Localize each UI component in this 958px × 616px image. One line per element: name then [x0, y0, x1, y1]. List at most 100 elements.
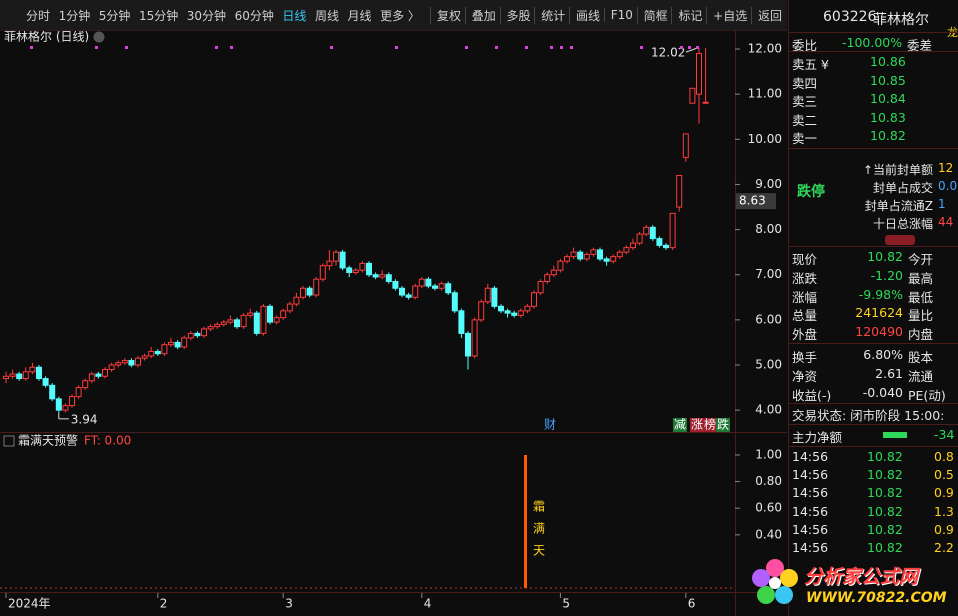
- signal-dot: [125, 46, 128, 49]
- candle-body: [630, 242, 636, 249]
- candle-body: [207, 326, 214, 330]
- signal-dot: [570, 46, 573, 49]
- candle-body: [498, 305, 504, 312]
- toolbar-button[interactable]: 更多 〉: [380, 8, 420, 23]
- toolbar-button[interactable]: 1分钟: [58, 8, 91, 23]
- candle-body: [339, 251, 346, 269]
- indicator-icon[interactable]: [3, 435, 15, 447]
- logo-url: WWW.70822.COM: [806, 590, 947, 606]
- dropdown-icon[interactable]: [93, 31, 105, 43]
- candle-body: [564, 256, 570, 262]
- candle-body: [603, 258, 610, 262]
- toolbar-button[interactable]: 叠加: [464, 6, 496, 24]
- event-badge: [716, 418, 730, 432]
- candle-body: [590, 249, 597, 255]
- toolbar-button[interactable]: F10: [603, 8, 633, 22]
- toolbar-button[interactable]: 60分钟: [234, 8, 274, 23]
- candle-body: [280, 310, 287, 319]
- candle-body: [531, 292, 537, 307]
- candle-body: [174, 341, 181, 348]
- candle-body: [504, 310, 511, 314]
- toolbar-button[interactable]: 月线: [347, 8, 372, 23]
- stat-label: 涨跌: [792, 270, 818, 286]
- chart-bg: [0, 0, 787, 616]
- candle-body: [16, 373, 23, 380]
- toolbar-button[interactable]: 返回: [750, 6, 782, 24]
- ask-label: 卖三: [792, 94, 818, 110]
- ask-price: 10.82: [870, 128, 906, 144]
- logo: 分析家公式网 WWW.70822.COM: [748, 556, 954, 612]
- trade-state: 交易状态: 闭市阶段 15:00:: [792, 408, 945, 423]
- candle-body: [22, 371, 29, 380]
- cursor-price-box: [736, 193, 776, 210]
- candle-body: [471, 319, 478, 357]
- candle-body: [682, 133, 689, 158]
- toolbar-button[interactable]: 画线: [569, 6, 600, 24]
- y-tick-label: 5.00: [755, 358, 782, 372]
- candle-body: [399, 287, 405, 296]
- logo-name: 分析家公式网: [804, 566, 919, 588]
- candle-body: [544, 274, 551, 282]
- signal-dot: [640, 46, 643, 49]
- toolbar-button[interactable]: 30分钟: [186, 8, 227, 23]
- toolbar-button[interactable]: 分时: [26, 8, 51, 23]
- toolbar-button[interactable]: 15分钟: [138, 8, 179, 23]
- candle-body: [438, 283, 445, 289]
- candle-body: [42, 378, 49, 386]
- trade-price: 10.82: [867, 467, 903, 483]
- trade-time: 14:56: [792, 521, 829, 537]
- candle-body: [643, 226, 650, 235]
- candle-body: [194, 332, 201, 337]
- ask-label: 卖五 ¥: [792, 57, 829, 72]
- x-tick-label: 4: [424, 597, 432, 611]
- expand-button[interactable]: [885, 235, 915, 245]
- candle-body: [313, 278, 320, 296]
- toolbar-button[interactable]: 日线: [282, 8, 307, 23]
- candle-body: [623, 247, 630, 253]
- candle-body: [491, 287, 498, 307]
- candle-body: [352, 269, 359, 273]
- candle-body: [141, 355, 148, 359]
- candle-body: [636, 233, 643, 244]
- toolbar-button[interactable]: 多股: [499, 6, 531, 24]
- toolbar-button[interactable]: 周线: [314, 8, 339, 23]
- toolbar-button[interactable]: 标记: [671, 6, 702, 24]
- candle-body: [181, 337, 188, 348]
- event-marker: 财: [544, 418, 556, 432]
- signal-dot: [395, 46, 398, 49]
- candle-body: [286, 303, 293, 312]
- event-marker: 跌: [717, 417, 729, 432]
- logo-petal: [780, 569, 798, 587]
- candle-body: [29, 366, 36, 373]
- ask-label: 卖四: [792, 75, 818, 91]
- stat-label: 收益(-): [792, 387, 832, 403]
- candle-body: [458, 310, 465, 334]
- candle-body: [478, 301, 485, 321]
- x-tick-label: 2: [160, 597, 168, 611]
- logo-petal: [757, 586, 775, 604]
- candle-body: [121, 359, 128, 364]
- chart: 菲林格尔 (日线) 霜满天预警 FT: 0.00 4.00 5.00 6.00 7.0…: [0, 0, 787, 616]
- candle-body: [3, 375, 9, 380]
- toolbar-button[interactable]: 简框: [636, 6, 668, 24]
- candle-body: [550, 269, 557, 276]
- trade-volume: 0.9: [934, 521, 954, 537]
- candle-body: [95, 373, 102, 377]
- logo-petal: [775, 586, 793, 604]
- signal-dot: [465, 46, 468, 49]
- event-badge: [703, 418, 717, 432]
- toolbar-button[interactable]: 统计: [534, 6, 565, 24]
- toolbar-button[interactable]: 复权: [430, 6, 461, 24]
- candle-body: [517, 310, 524, 316]
- y-tick-label: 6.00: [755, 312, 782, 326]
- candle-body: [319, 265, 326, 280]
- toolbar-button[interactable]: 5分钟: [98, 8, 131, 23]
- trade-time: 14:56: [792, 503, 829, 519]
- high-pointer: [685, 47, 698, 53]
- toolbar-button[interactable]: +自选: [706, 6, 747, 24]
- stat-label2: 内盘: [908, 327, 934, 343]
- stock-code: 603226: [823, 9, 877, 25]
- candle-body: [154, 350, 161, 355]
- logo-petal: [752, 569, 770, 587]
- trade-volume: 1.3: [934, 503, 954, 519]
